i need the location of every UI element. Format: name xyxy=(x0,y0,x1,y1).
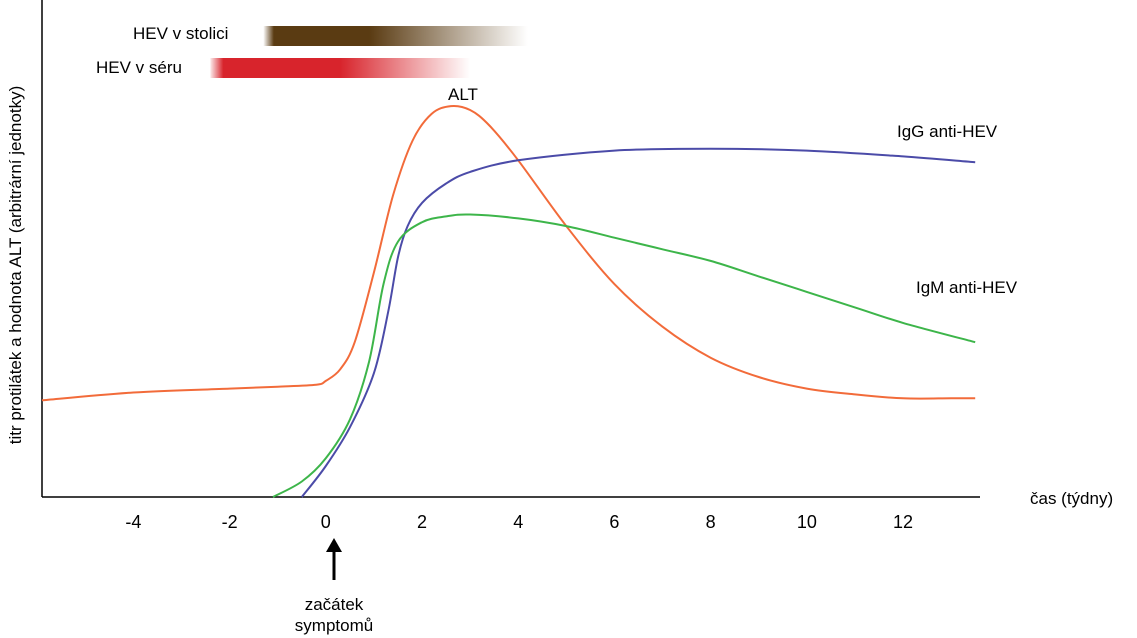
band-serum xyxy=(210,58,471,78)
x-tick-label: 10 xyxy=(797,512,817,532)
band-serum-label: HEV v séru xyxy=(96,58,182,77)
band-stool xyxy=(263,26,528,46)
symptom-onset-label-1: začátek xyxy=(305,595,364,614)
symptom-onset-marker: začátek symptomů xyxy=(295,538,373,635)
x-tick-label: 2 xyxy=(417,512,427,532)
x-tick-label: 12 xyxy=(893,512,913,532)
alt-label: ALT xyxy=(448,85,478,104)
x-tick-label: 6 xyxy=(609,512,619,532)
arrow-head xyxy=(326,538,342,552)
x-tick-label: -2 xyxy=(222,512,238,532)
x-tick-label: -4 xyxy=(125,512,141,532)
virus-bands: HEV v stolici HEV v séru xyxy=(96,24,528,78)
band-stool-label: HEV v stolici xyxy=(133,24,228,43)
series-line-igg-anti-hev xyxy=(301,147,976,498)
x-axis-label: čas (týdny) xyxy=(1030,489,1113,508)
x-tick-label: 4 xyxy=(513,512,523,532)
series-line-alt xyxy=(41,104,976,402)
igm-label: IgM anti-HEV xyxy=(916,278,1018,297)
series-line-igm-anti-hev xyxy=(272,213,976,498)
x-tick-labels: -4 -2 0 2 4 6 8 10 12 xyxy=(125,512,913,532)
x-tick-label: 0 xyxy=(321,512,331,532)
igg-label: IgG anti-HEV xyxy=(897,122,998,141)
symptom-onset-label-2: symptomů xyxy=(295,616,373,635)
series-lines xyxy=(41,104,976,498)
y-axis-label: titr protilátek a hodnota ALT (arbitrárn… xyxy=(6,86,25,444)
x-tick-label: 8 xyxy=(706,512,716,532)
